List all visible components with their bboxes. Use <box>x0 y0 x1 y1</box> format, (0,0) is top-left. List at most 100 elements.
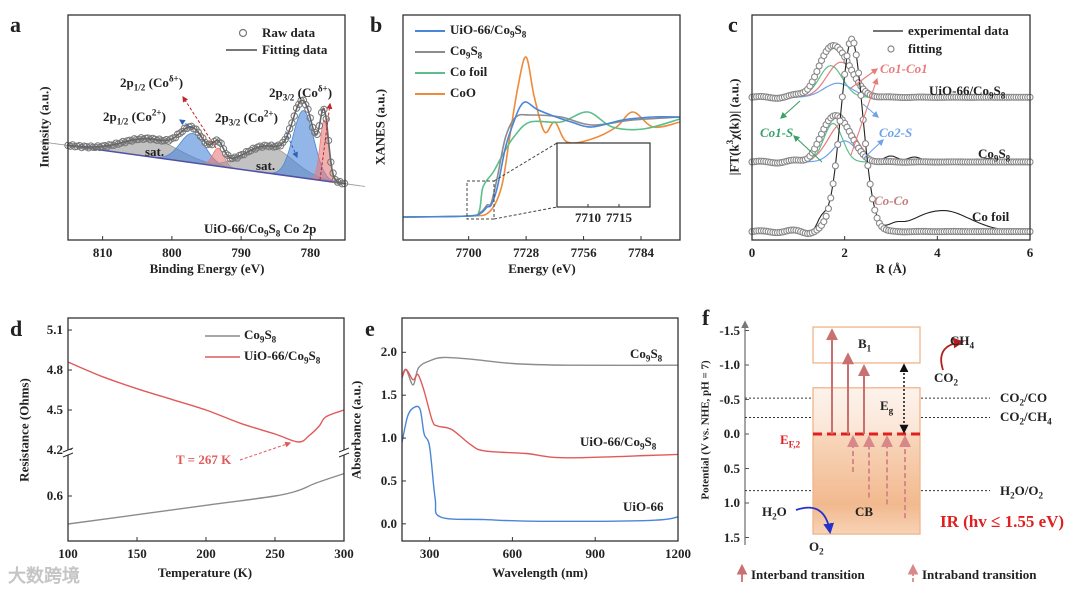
panel-d-xtick-label: 150 <box>127 546 147 561</box>
path-arrow <box>850 68 879 89</box>
axis-break <box>62 452 74 458</box>
raw-data-point <box>221 149 230 158</box>
fitting-point <box>827 194 835 202</box>
fitting-point <box>829 180 837 188</box>
panel-c-xtick-label: 0 <box>748 245 756 260</box>
arrow <box>319 102 333 181</box>
panel-a-xtick-label: 810 <box>92 245 113 260</box>
ytick-label: -1.0 <box>719 357 740 372</box>
path-arrow <box>850 77 879 156</box>
panel-e-xtick-label: 300 <box>419 546 440 561</box>
path-label-co2-s: Co2-S <box>879 125 913 140</box>
fitting-point <box>843 52 851 60</box>
legend-label: Co9S8 <box>450 43 483 61</box>
axis-break <box>338 447 350 453</box>
legend-interband: Interband transition <box>751 567 865 582</box>
panel-e-letter: e <box>365 316 375 341</box>
legend-label: Co9S8 <box>244 327 277 345</box>
legend-label: Co foil <box>450 64 488 79</box>
x-axis-label: Energy (eV) <box>508 261 576 276</box>
sat-label: sat. <box>145 144 165 159</box>
panel-e-xtick-label: 600 <box>502 546 523 561</box>
zoom-connector <box>493 206 558 220</box>
annotation-arrow <box>239 441 292 461</box>
peak-label: 2p3/2 (Co2+) <box>215 108 278 128</box>
inset-tick-label: 7715 <box>606 210 632 225</box>
legend-fit-marker <box>887 45 895 53</box>
legend-experimental: experimental data <box>908 23 1009 38</box>
raw-data-point <box>199 134 207 142</box>
sample-label: UiO-66/Co9S8 <box>929 83 1006 101</box>
panel-b-frame <box>402 14 681 241</box>
series-line <box>401 356 679 386</box>
panel-e-xtick-label: 1200 <box>665 546 691 561</box>
ytick-label: 1.0 <box>380 430 397 446</box>
fitting-point <box>868 195 877 203</box>
peak-label: 2p3/2 (Coδ+) <box>269 83 333 103</box>
band-gap-label: Eg <box>880 398 894 416</box>
axis-break-gap <box>340 450 348 455</box>
panel-b-xtick-label: 7784 <box>628 245 654 260</box>
panel-d-xtick-label: 250 <box>265 546 285 561</box>
fitting-point <box>852 51 860 59</box>
series-line <box>67 472 345 525</box>
ytick-label: 5.1 <box>46 322 63 338</box>
sample-label: Co foil <box>972 209 1010 224</box>
zoom-region <box>466 180 495 220</box>
panel-a-xtick-label: 780 <box>300 245 321 260</box>
ytick-label: 4.2 <box>46 442 63 457</box>
panel-d-xtick-label: 300 <box>334 546 354 561</box>
legend-fitting: fitting <box>908 41 942 56</box>
fitting-point <box>850 39 858 47</box>
ytick-label: 1.5 <box>380 387 397 403</box>
sample-label: Co9S8 <box>978 146 1011 164</box>
raw-data-point <box>290 112 298 120</box>
fitting-line <box>67 99 345 185</box>
x-axis-label: Binding Energy (eV) <box>149 261 265 276</box>
panel-c-xtick-label: 4 <box>934 245 941 260</box>
raw-data-point <box>301 101 310 109</box>
y-axis-label: Potential (V vs. NHE, pH = 7) <box>699 360 712 500</box>
legend-label: CoO <box>450 85 476 100</box>
raw-data-point <box>283 132 292 140</box>
panel-a-xtick-label: 800 <box>162 245 182 260</box>
fitting-point <box>834 141 842 149</box>
redox-level-label: CO2/CH4 <box>1000 409 1052 428</box>
raw-data-point <box>306 114 314 122</box>
raw-data-point <box>313 130 321 138</box>
raw-data-point <box>292 104 301 112</box>
inset-frame <box>556 142 651 208</box>
inset-tick-label: 7710 <box>575 210 601 225</box>
path-arrow <box>793 135 823 163</box>
panel-a-annotation: UiO-66/Co9S8 Co 2p <box>204 221 317 239</box>
axis-break-gap <box>64 450 72 455</box>
series-line <box>402 111 681 218</box>
raw-data-point <box>196 132 205 141</box>
raw-data-point <box>331 176 340 184</box>
series-line <box>402 113 681 218</box>
redox-level-label: CO2/CO <box>1000 390 1048 408</box>
panel-b-xtick-label: 7700 <box>455 245 482 260</box>
fitting-point <box>822 212 830 220</box>
panel-a-letter: a <box>10 12 21 37</box>
x-axis-label: Wavelength (nm) <box>492 565 588 580</box>
fitting-point <box>836 117 844 125</box>
co2-label: CO2 <box>934 370 959 388</box>
legend-intraband: Intraband transition <box>922 567 1037 582</box>
ytick-label: 1.5 <box>723 529 740 545</box>
fitting-point <box>841 70 849 78</box>
series-line <box>402 101 681 218</box>
legend-raw-marker <box>238 28 248 38</box>
raw-data-point <box>299 96 308 104</box>
y-axis-label: Absorbance (a.u.) <box>348 380 364 480</box>
raw-data-point <box>210 137 218 146</box>
panel-a-frame <box>67 14 346 241</box>
baseline <box>67 144 346 185</box>
fitting-point <box>857 91 865 99</box>
band-cb-label: CB <box>855 504 874 519</box>
ytick-label: 2.0 <box>380 344 397 360</box>
ytick-label: -0.5 <box>719 391 740 407</box>
water-oxidation-arrow <box>795 506 834 535</box>
y-axis-label: |FT(k3χ(k))| (a.u.) <box>725 78 742 176</box>
